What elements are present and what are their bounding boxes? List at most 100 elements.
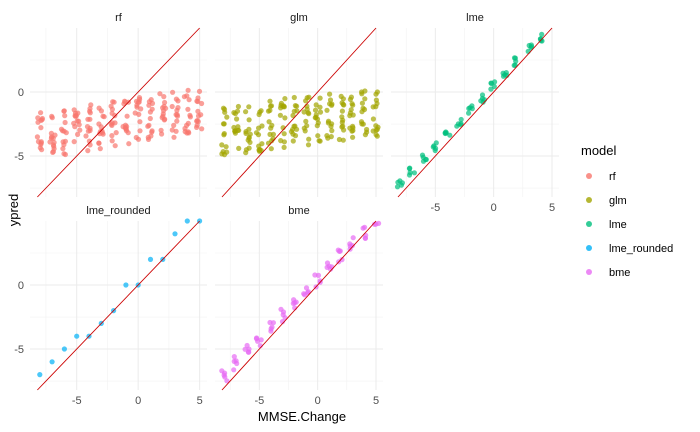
data-point: [122, 125, 128, 131]
data-point: [340, 137, 346, 143]
data-point: [145, 123, 151, 129]
data-point: [61, 108, 67, 114]
data-point: [132, 110, 138, 116]
data-point: [539, 31, 545, 37]
data-point: [282, 115, 288, 121]
data-point: [171, 134, 177, 140]
data-point: [348, 107, 354, 113]
data-point: [329, 128, 335, 134]
legend-label-glm: glm: [609, 195, 627, 207]
data-point: [303, 98, 309, 104]
data-point: [243, 130, 249, 136]
data-point: [374, 89, 380, 95]
facet-title-lme: lme: [466, 12, 484, 24]
facet-panel-lme: lme -5 0 5: [391, 12, 559, 214]
data-point: [219, 142, 225, 148]
facet-title-bme: bme: [288, 205, 309, 217]
y-tick-label: -5: [14, 151, 24, 163]
data-point: [186, 97, 192, 103]
data-point: [291, 123, 297, 129]
data-point: [75, 131, 81, 137]
data-point: [109, 133, 115, 139]
data-point: [113, 130, 119, 136]
data-point: [87, 106, 93, 112]
data-point: [512, 55, 519, 61]
data-point: [195, 113, 202, 119]
data-point: [257, 109, 263, 115]
data-point: [246, 117, 252, 123]
data-point: [72, 124, 78, 130]
data-point: [329, 121, 335, 127]
data-point: [358, 119, 365, 125]
x-tick-label: 0: [315, 395, 321, 407]
data-point: [336, 136, 342, 143]
data-point: [362, 235, 368, 241]
data-point: [235, 124, 241, 130]
data-point: [511, 62, 517, 68]
data-point: [394, 184, 401, 190]
data-point: [185, 120, 191, 126]
data-point: [279, 319, 286, 325]
data-point: [97, 146, 103, 152]
data-point: [327, 101, 333, 107]
data-point: [246, 104, 252, 110]
data-point: [488, 86, 494, 92]
data-point: [173, 128, 179, 134]
legend-label-rf: rf: [609, 171, 617, 183]
data-point: [112, 143, 118, 149]
data-point: [290, 138, 296, 144]
x-tick-label: 0: [135, 395, 141, 407]
data-point: [267, 98, 273, 104]
data-point: [312, 107, 319, 113]
data-point: [423, 156, 429, 163]
x-tick-label: 5: [549, 202, 555, 214]
data-point: [458, 116, 464, 123]
data-point: [267, 131, 273, 137]
data-point: [235, 103, 241, 110]
data-point: [122, 98, 128, 104]
data-point: [246, 145, 252, 151]
data-point: [338, 93, 344, 99]
x-tick-label: 0: [491, 202, 497, 214]
data-point: [195, 108, 201, 114]
data-point: [326, 263, 332, 269]
data-point: [62, 138, 68, 144]
data-point: [317, 104, 323, 110]
data-point: [317, 95, 323, 101]
legend-label-lme: lme: [609, 219, 627, 231]
data-point: [98, 124, 104, 130]
data-point: [350, 112, 356, 118]
data-point: [35, 139, 42, 145]
data-point: [348, 94, 354, 100]
data-point: [184, 218, 190, 224]
data-point: [100, 113, 106, 119]
data-point: [87, 127, 93, 134]
data-point: [109, 106, 115, 112]
data-point: [109, 138, 115, 144]
data-point: [376, 220, 382, 226]
data-point: [50, 149, 56, 155]
data-point: [161, 94, 167, 100]
facet-title-lme_rounded: lme_rounded: [86, 205, 150, 217]
data-point: [133, 98, 140, 104]
points-rf: [34, 87, 205, 158]
data-point: [339, 108, 345, 114]
data-point: [503, 70, 509, 76]
data-point: [187, 112, 193, 118]
x-tick-label: 5: [373, 395, 379, 407]
data-point: [370, 128, 376, 134]
data-point: [293, 299, 299, 305]
data-point: [174, 113, 181, 119]
data-point: [112, 113, 118, 119]
data-point: [315, 272, 322, 278]
data-point: [149, 128, 155, 134]
data-point: [171, 122, 177, 128]
legend-key-glm: [586, 197, 592, 203]
data-point: [172, 231, 178, 237]
data-point: [111, 99, 117, 105]
data-point: [291, 94, 297, 101]
data-point: [291, 108, 297, 114]
data-point: [126, 141, 132, 147]
data-point: [231, 367, 237, 373]
data-point: [267, 107, 273, 113]
